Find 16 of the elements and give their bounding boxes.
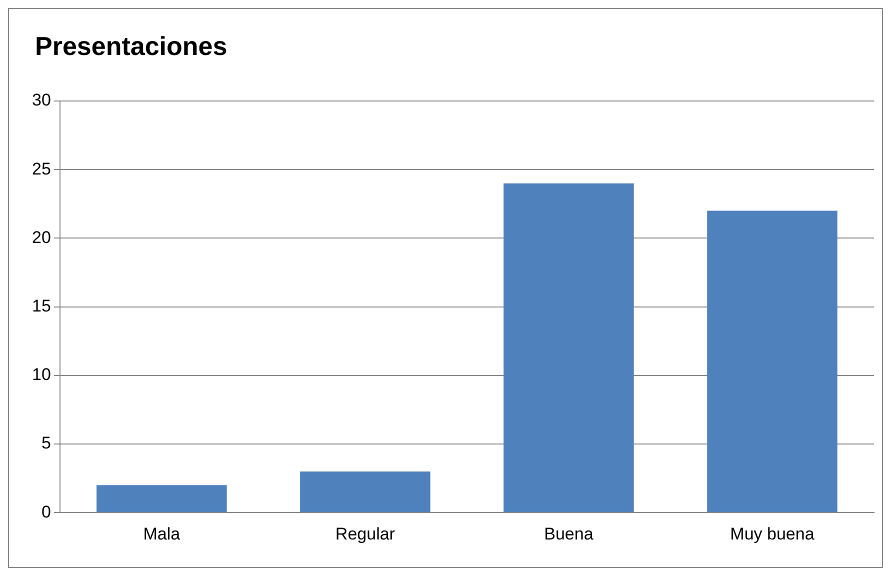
y-tick-label: 10 [32,365,51,384]
x-tick-label: Mala [143,524,181,544]
chart-title: Presentaciones [35,31,228,62]
bar [504,183,634,512]
y-tick-label: 15 [32,296,51,316]
y-tick-label: 30 [32,90,51,110]
bar [96,485,227,512]
y-tick-label: 20 [32,228,51,247]
bar [707,210,838,512]
x-tick-label: Muy buena [730,524,815,544]
y-tick-label: 25 [32,159,51,178]
y-tick-label: 0 [41,502,51,522]
x-tick-label: Buena [544,524,594,544]
y-tick-label: 5 [41,434,51,453]
x-tick-label: Regular [335,524,396,544]
bar [300,471,430,512]
